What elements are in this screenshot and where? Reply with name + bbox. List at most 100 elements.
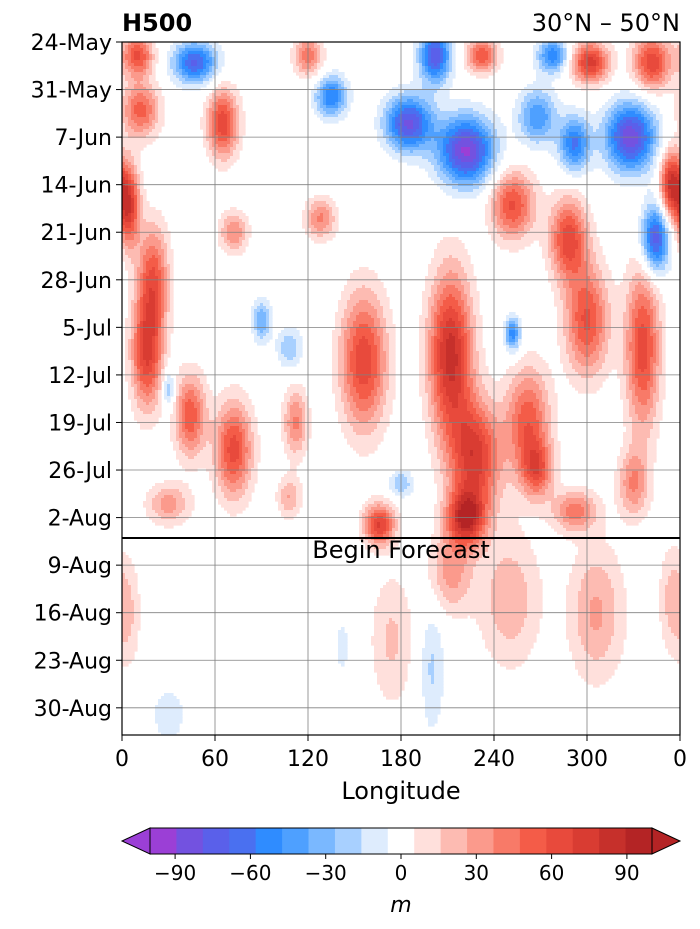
field-cell [662, 177, 666, 181]
field-cell [638, 159, 645, 163]
field-cell [485, 60, 492, 64]
field-cell [446, 72, 450, 76]
field-cell [473, 348, 477, 352]
field-cell [647, 126, 651, 130]
field-cell [572, 300, 579, 304]
field-cell [452, 162, 456, 166]
field-cell [125, 54, 132, 58]
field-cell [137, 294, 141, 298]
field-cell [239, 111, 246, 115]
field-cell [572, 147, 576, 151]
field-cell [167, 324, 174, 328]
field-cell [536, 204, 555, 208]
field-cell [377, 354, 381, 358]
field-cell [557, 321, 564, 325]
field-cell [572, 81, 582, 85]
field-cell [566, 255, 576, 259]
field-cell [563, 282, 570, 286]
field-cell [500, 201, 504, 205]
field-cell [644, 258, 648, 262]
field-cell [605, 144, 609, 148]
field-cell [533, 60, 540, 64]
field-cell [347, 324, 354, 328]
field-cell [173, 69, 177, 73]
field-cell [449, 141, 453, 145]
field-cell [425, 327, 432, 331]
field-cell [341, 111, 348, 115]
field-cell [575, 75, 579, 79]
field-cell [626, 351, 633, 355]
field-cell [128, 123, 138, 127]
field-cell [650, 210, 657, 214]
field-cell [440, 156, 447, 160]
field-cell [611, 132, 615, 136]
field-cell [161, 351, 165, 355]
field-cell [650, 216, 660, 220]
field-cell [215, 138, 219, 142]
field-cell [623, 342, 627, 346]
field-cell [143, 309, 147, 313]
field-cell [650, 159, 654, 163]
field-cell [635, 60, 639, 64]
field-cell [353, 342, 360, 346]
field-cell [125, 45, 129, 49]
field-cell [587, 132, 606, 136]
field-cell [557, 267, 561, 271]
field-cell [422, 81, 432, 85]
field-cell [434, 330, 438, 334]
field-cell [155, 357, 159, 361]
field-cell [140, 207, 144, 211]
field-cell [593, 294, 600, 298]
field-cell [554, 141, 561, 145]
field-cell [386, 111, 393, 115]
field-cell [488, 228, 498, 232]
field-cell [167, 72, 174, 76]
field-cell [164, 255, 168, 259]
field-cell [437, 171, 444, 175]
field-cell [131, 303, 135, 307]
field-cell [590, 342, 600, 346]
field-cell [545, 120, 552, 124]
field-cell [533, 366, 549, 370]
field-cell [155, 318, 159, 322]
field-cell [521, 90, 534, 94]
field-cell [572, 294, 579, 298]
field-cell [152, 96, 159, 100]
field-cell [164, 237, 171, 241]
field-cell [539, 66, 546, 70]
field-cell [446, 192, 480, 196]
field-cell [143, 366, 153, 370]
field-cell [575, 57, 579, 61]
field-cell [491, 201, 495, 205]
field-cell [530, 210, 537, 214]
field-cell [653, 348, 657, 352]
field-cell [587, 129, 594, 133]
field-cell [605, 72, 609, 76]
field-cell [470, 312, 474, 316]
field-cell [212, 102, 216, 106]
field-cell [413, 57, 417, 61]
field-cell [158, 288, 162, 292]
field-cell [479, 354, 486, 358]
field-cell [605, 336, 612, 340]
field-cell [518, 327, 522, 331]
field-cell [449, 270, 453, 274]
field-cell [122, 198, 132, 202]
field-cell [617, 111, 627, 115]
field-cell [524, 87, 555, 91]
field-cell [467, 333, 471, 337]
field-cell [656, 342, 660, 346]
field-cell [500, 213, 507, 217]
field-cell [167, 375, 171, 379]
field-cell [620, 126, 627, 130]
field-cell [137, 123, 144, 127]
field-cell [389, 342, 396, 346]
field-cell [473, 342, 477, 346]
field-cell [134, 237, 141, 241]
field-cell [557, 57, 561, 61]
field-cell [647, 72, 660, 76]
field-cell [443, 147, 447, 151]
field-cell [341, 90, 345, 94]
field-cell [671, 189, 680, 193]
field-cell [440, 48, 444, 52]
